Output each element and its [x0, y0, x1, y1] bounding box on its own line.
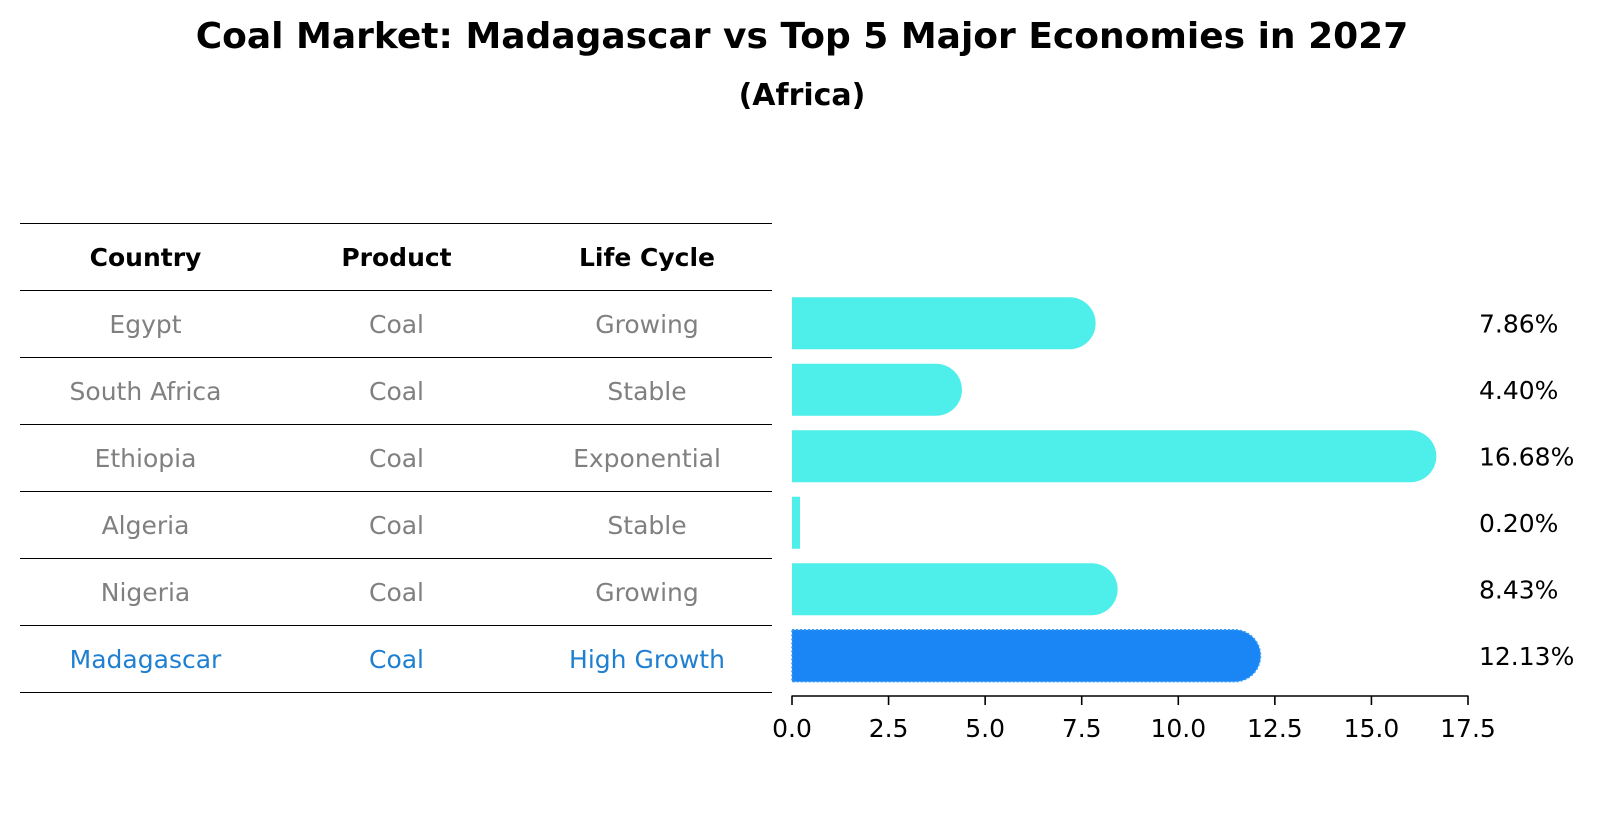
- chart-subtitle: (Africa): [738, 78, 866, 113]
- value-label: 0.20%: [1479, 509, 1558, 538]
- cell-life-cycle: High Growth: [522, 625, 772, 693]
- bar-algeria: [792, 496, 800, 549]
- x-tick-label: 7.5: [1062, 714, 1102, 743]
- chart-title: Coal Market: Madagascar vs Top 5 Major E…: [195, 16, 1409, 57]
- x-tick-label: 0.0: [772, 714, 812, 743]
- cell-country: South Africa: [20, 357, 271, 425]
- table-row: South Africa Coal Stable: [20, 357, 772, 425]
- cell-country: Madagascar: [20, 625, 271, 693]
- value-label: 4.40%: [1479, 376, 1558, 405]
- table-row: Nigeria Coal Growing: [20, 558, 772, 626]
- value-label: 8.43%: [1479, 575, 1558, 604]
- bar-nigeria: [792, 563, 1118, 616]
- cell-product: Coal: [271, 491, 522, 559]
- value-label: 16.68%: [1479, 442, 1574, 471]
- cell-product: Coal: [271, 424, 522, 492]
- value-label: 12.13%: [1479, 642, 1574, 671]
- cell-life-cycle: Growing: [522, 558, 772, 626]
- cell-country: Egypt: [20, 290, 271, 358]
- bar-ethiopia: [792, 430, 1437, 483]
- cell-life-cycle: Exponential: [522, 424, 772, 492]
- value-label: 7.86%: [1479, 309, 1558, 338]
- x-tick-label: 17.5: [1440, 714, 1496, 743]
- bar-madagascar: [791, 629, 1262, 683]
- cell-product: Coal: [271, 625, 522, 693]
- cell-life-cycle: Stable: [522, 357, 772, 425]
- x-tick-label: 2.5: [869, 714, 909, 743]
- header-product: Product: [271, 223, 522, 291]
- cell-product: Coal: [271, 357, 522, 425]
- x-tick-label: 5.0: [965, 714, 1005, 743]
- x-tick-label: 12.5: [1247, 714, 1303, 743]
- bar-south-africa: [792, 363, 962, 416]
- x-tick-label: 15.0: [1344, 714, 1400, 743]
- table-row: Algeria Coal Stable: [20, 491, 772, 559]
- cell-country: Algeria: [20, 491, 271, 559]
- cell-country: Ethiopia: [20, 424, 271, 492]
- x-tick-label: 10.0: [1150, 714, 1206, 743]
- table-row-highlight: Madagascar Coal High Growth: [20, 625, 772, 693]
- cell-country: Nigeria: [20, 558, 271, 626]
- table-header-row: Country Product Life Cycle: [20, 223, 772, 291]
- cell-life-cycle: Growing: [522, 290, 772, 358]
- data-table: Country Product Life Cycle Egypt Coal Gr…: [20, 223, 772, 693]
- table-row: Ethiopia Coal Exponential: [20, 424, 772, 492]
- cell-product: Coal: [271, 558, 522, 626]
- header-country: Country: [20, 223, 271, 291]
- table-row: Egypt Coal Growing: [20, 290, 772, 358]
- bar-egypt: [792, 297, 1096, 350]
- header-life-cycle: Life Cycle: [522, 223, 772, 291]
- cell-product: Coal: [271, 290, 522, 358]
- cell-life-cycle: Stable: [522, 491, 772, 559]
